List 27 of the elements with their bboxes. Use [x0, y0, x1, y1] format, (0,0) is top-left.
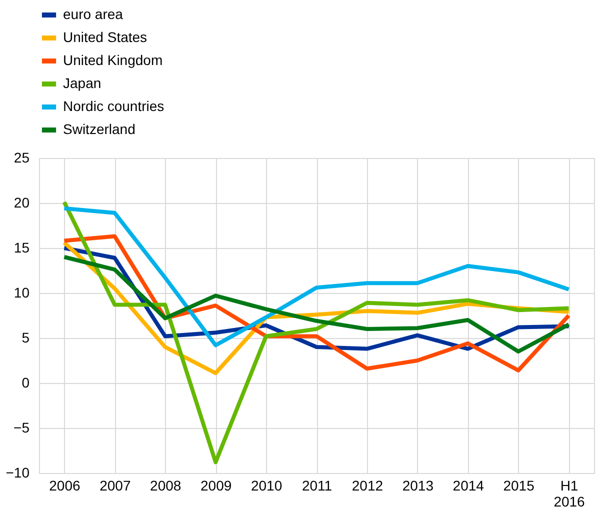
- legend-label: Nordic countries: [63, 98, 164, 114]
- x-tick-label: H1 2016: [554, 478, 586, 510]
- legend-label: United States: [63, 29, 148, 45]
- y-tick-label: −10: [6, 464, 30, 480]
- legend-label: United Kingdom: [63, 52, 163, 68]
- y-tick-label: 0: [22, 374, 30, 390]
- legend-label: Switzerland: [63, 121, 136, 137]
- y-tick-label: −5: [14, 420, 30, 436]
- x-tick-label: 2013: [402, 478, 434, 494]
- x-tick-label: 2011: [302, 478, 332, 494]
- y-tick-label: 25: [14, 150, 30, 166]
- line-series: [62, 206, 571, 348]
- x-tick-label: 2014: [452, 478, 484, 494]
- legend-label: euro area: [63, 6, 124, 22]
- x-tick-label: 2010: [250, 478, 282, 494]
- x-tick-label: 2012: [352, 478, 384, 494]
- y-tick-label: 15: [14, 240, 30, 256]
- x-tick-label: 2007: [100, 478, 131, 494]
- y-tick-label: 20: [14, 194, 30, 210]
- x-tick-label: 2008: [150, 478, 182, 494]
- x-tick-label: 2015: [503, 478, 535, 494]
- y-tick-label: 5: [22, 330, 30, 346]
- line-series: [62, 200, 571, 464]
- legend-label: Japan: [63, 75, 102, 91]
- x-tick-label: 2009: [200, 478, 232, 494]
- y-tick-label: 10: [14, 284, 30, 300]
- x-tick-label: 2006: [49, 478, 81, 494]
